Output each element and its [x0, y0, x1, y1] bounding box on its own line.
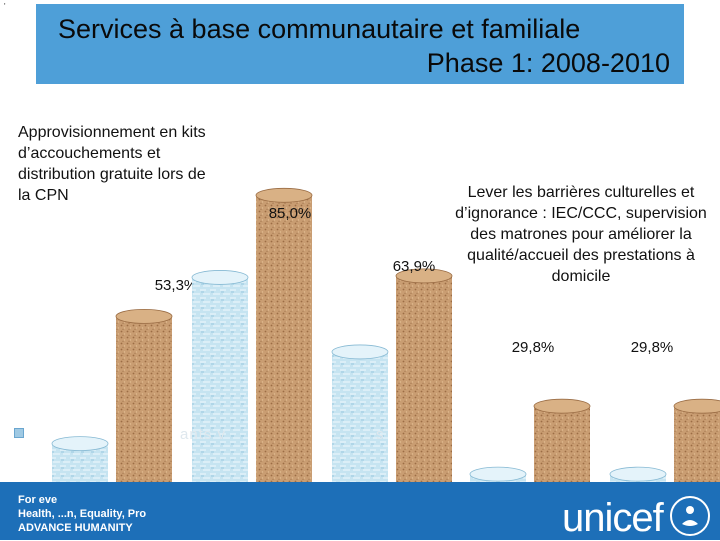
title-line-1: Services à base communautaire et familia… [58, 14, 581, 44]
data-label-1: 53,3% [155, 277, 198, 294]
obscured-text-right: s [376, 426, 384, 443]
bullet-marker [14, 428, 24, 438]
annotation-left: Approvisionnement en kits d’accouchement… [18, 124, 206, 204]
bar-cork-3 [395, 268, 453, 527]
footer-banner [0, 482, 720, 540]
data-label-3: 63,9% [393, 258, 436, 275]
data-label-4: 29,8% [512, 339, 555, 356]
footer-tagline-3: ADVANCE HUMANITY [18, 522, 133, 534]
unicef-logo: unicef [562, 496, 664, 540]
obscured-text-left: ants v [180, 426, 227, 443]
bar-cork-2 [255, 187, 313, 527]
data-label-5: 29,8% [631, 339, 674, 356]
slide-marker: ' [4, 2, 6, 11]
unicef-emblem-icon [670, 496, 710, 536]
title-line-2: Phase 1: 2008-2010 [426, 48, 670, 78]
title-banner: Services à base communautaire et familia… [36, 4, 684, 84]
footer-tagline-2: Health, ...n, Equality, Pro [18, 508, 147, 520]
annotation-right: Lever les barrières culturelles et d’ign… [455, 184, 707, 285]
footer-tagline-1: For eve [18, 494, 58, 506]
data-label-2: 85,0% [269, 205, 312, 222]
